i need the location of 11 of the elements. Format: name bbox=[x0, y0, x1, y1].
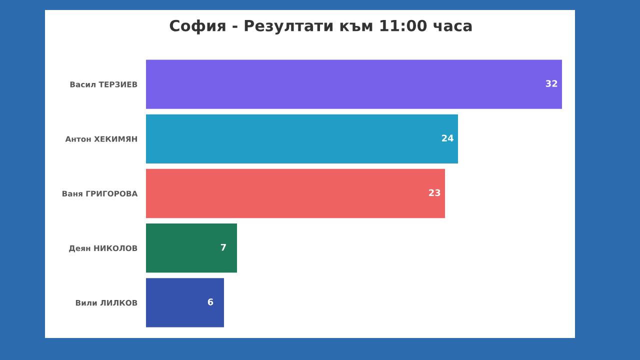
bar bbox=[146, 60, 562, 109]
data-label: 7 bbox=[220, 244, 226, 251]
bar bbox=[146, 278, 224, 328]
data-label: 32 bbox=[546, 80, 558, 87]
bar bbox=[146, 224, 237, 273]
data-label: 24 bbox=[442, 134, 454, 142]
bar bbox=[146, 114, 458, 164]
data-label: 23 bbox=[429, 189, 440, 196]
data-label: 6 bbox=[208, 298, 214, 306]
bar bbox=[146, 168, 445, 218]
chart-title: София - Резултати към 11:00 часа bbox=[170, 20, 472, 34]
